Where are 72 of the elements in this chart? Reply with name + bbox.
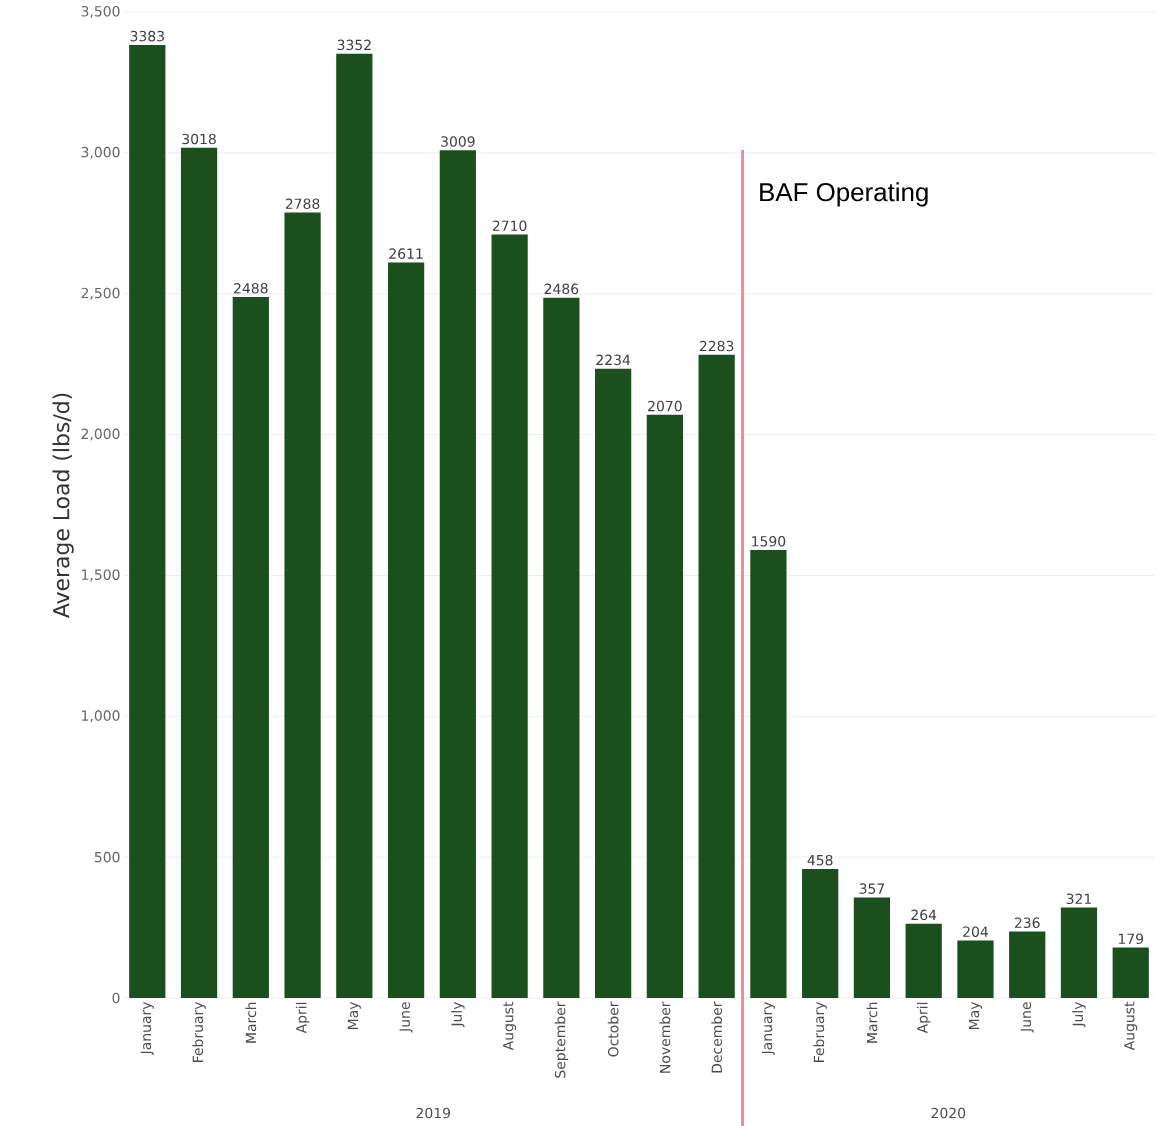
y-tick-label: 0 [112,992,120,1004]
bar [1009,931,1046,998]
data-label: 236 [1014,917,1040,928]
data-label: 3018 [182,133,216,145]
bar [129,44,166,998]
bar [1112,947,1149,998]
bar [802,868,839,998]
bar [387,262,425,998]
data-label: 357 [859,883,885,894]
y-tick-label: 3,000 [81,146,120,159]
data-label: 2710 [492,220,527,232]
bar [1060,907,1098,998]
bar [698,354,735,998]
bar [232,297,269,998]
text: 2019 [416,1107,451,1119]
x-tick-label: January [140,1001,154,1056]
data-label: 2488 [234,283,268,294]
bar [750,550,787,998]
x-tick-label: December [711,1001,723,1073]
bar [284,212,321,998]
bar [336,53,373,998]
x-tick-label: May [968,1001,982,1029]
x-tick-label: January [761,1001,775,1056]
data-label: 264 [911,909,937,921]
x-tick-label: May [347,1001,361,1029]
bar [543,297,580,998]
x-tick-label: July [451,1001,465,1028]
bar [439,150,476,998]
y-tick-label: 2,500 [81,287,120,300]
bar [646,414,683,998]
x-tick-label: September [554,1001,569,1078]
x-tick-label: February [192,1001,206,1062]
y-tick-label: 500 [94,851,120,863]
data-label: 3352 [337,39,371,51]
bar [491,234,528,998]
data-label: 179 [1118,933,1144,945]
data-label: 2234 [596,354,631,366]
ref-line-label: BAF Operating [760,182,928,207]
y-tick-label: 2,000 [81,428,120,441]
x-tick-label: March [245,1002,257,1043]
data-label: 2070 [648,400,682,412]
data-label: 3383 [130,30,164,42]
y-tick-label: 3,500 [81,6,120,18]
bar [957,940,994,998]
data-label: 2486 [544,283,579,295]
x-tick-label: August [503,1001,517,1051]
x-tick-label: April [295,1002,310,1034]
x-tick-label: March [866,1002,878,1043]
data-label: 321 [1066,893,1091,905]
x-tick-label: June [1020,1002,1034,1033]
y-axis-title: Average Load (lbs/d) [52,393,74,618]
y-tick-label: 1,000 [82,710,120,723]
data-label: 458 [807,854,833,866]
data-label: 2283 [699,340,734,352]
data-label: 204 [963,926,988,938]
x-tick-label: November [659,1001,671,1073]
x-tick-label: October [607,1001,619,1057]
x-tick-label: August [1124,1001,1138,1051]
data-label: 2788 [285,198,320,210]
bar [853,897,891,998]
y-tick-label: 1,500 [82,569,120,582]
x-tick-label: July [1072,1001,1086,1028]
bar [905,923,942,998]
data-label: 1590 [752,535,786,547]
x-tick-label: February [813,1001,827,1062]
bar [180,147,218,998]
data-label: 2611 [389,248,423,259]
x-tick-label: June [399,1002,413,1033]
text: 2020 [931,1107,966,1119]
x-tick-label: April [916,1002,931,1034]
data-label: 3009 [441,136,475,147]
bar [595,368,632,998]
